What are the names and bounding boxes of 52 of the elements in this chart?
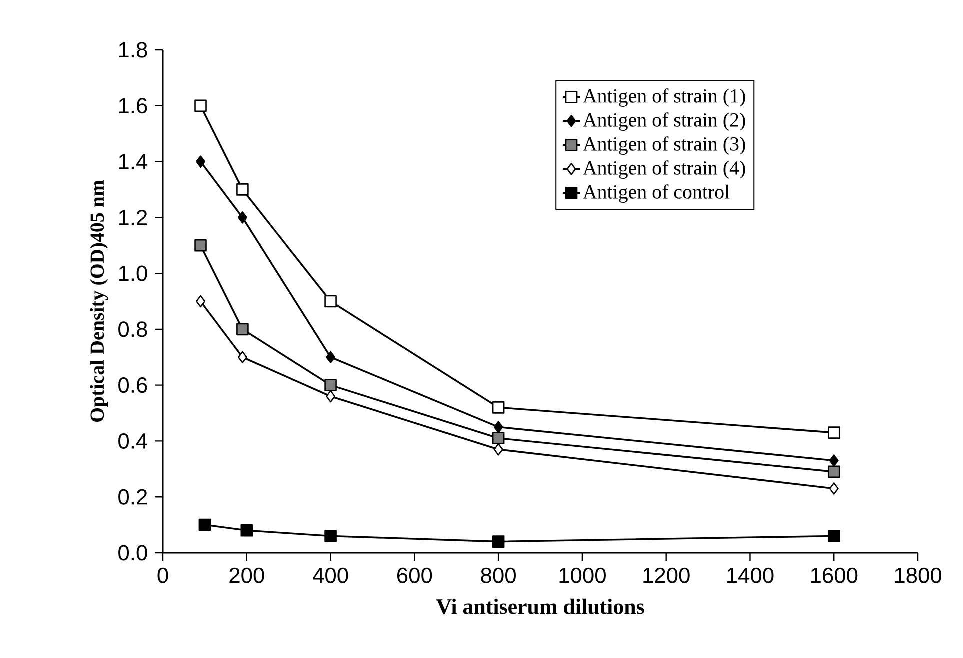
x-tick-label: 600 [398, 568, 432, 584]
x-axis-title: Vi antiserum dilutions [436, 598, 644, 614]
point [324, 379, 337, 392]
point [829, 482, 839, 495]
y-tick-label: 0.0 [118, 545, 148, 561]
legend-label: Antigen of strain (2) [583, 112, 746, 131]
y-axis-title: Optical Density (OD)405 nm [90, 180, 108, 422]
y-tick-label: 0.6 [118, 378, 148, 394]
point [828, 426, 840, 439]
point [326, 390, 336, 403]
point [238, 212, 248, 224]
point [194, 100, 207, 112]
x-tick-label: 200 [230, 568, 264, 584]
x-tick-label: 800 [481, 568, 516, 584]
y-tick-label: 1.2 [119, 210, 148, 226]
point [238, 351, 248, 364]
x-tick-label: 1800 [895, 568, 942, 584]
y-tick-label: 0.2 [118, 489, 148, 505]
point [494, 421, 504, 434]
point [194, 239, 207, 252]
point [492, 402, 505, 414]
point [196, 295, 206, 308]
x-tick-label: 1000 [560, 568, 606, 584]
point [326, 351, 336, 364]
point [240, 524, 254, 537]
y-tick-label: 1.0 [119, 266, 148, 282]
legend-label: Antigen of strain (1) [583, 88, 746, 107]
point [494, 443, 504, 456]
point [324, 530, 337, 542]
x-tick-label: 1600 [811, 568, 858, 584]
point [196, 156, 206, 168]
point [492, 432, 505, 445]
y-tick-label: 1.6 [119, 98, 148, 114]
point [829, 454, 839, 467]
y-tick-label: 1.8 [119, 42, 148, 58]
legend-label: Antigen of strain (3) [583, 136, 746, 155]
x-tick-label: 400 [313, 568, 348, 584]
legend-label: Antigen of control [583, 184, 730, 203]
point [828, 466, 840, 478]
x-tick-label: 1400 [728, 568, 774, 584]
legend-label: Antigen of strain (4) [583, 160, 746, 179]
point [236, 184, 249, 196]
point [236, 323, 249, 336]
y-tick-label: 0.4 [118, 433, 148, 449]
y-tick-label: 0.8 [118, 322, 148, 338]
x-tick-label: 0 [158, 568, 168, 584]
point [198, 518, 212, 532]
point [828, 530, 840, 542]
y-tick-label: 1.4 [119, 154, 148, 170]
x-tick-label: 1200 [644, 568, 690, 584]
point [324, 295, 337, 308]
point [492, 536, 505, 548]
